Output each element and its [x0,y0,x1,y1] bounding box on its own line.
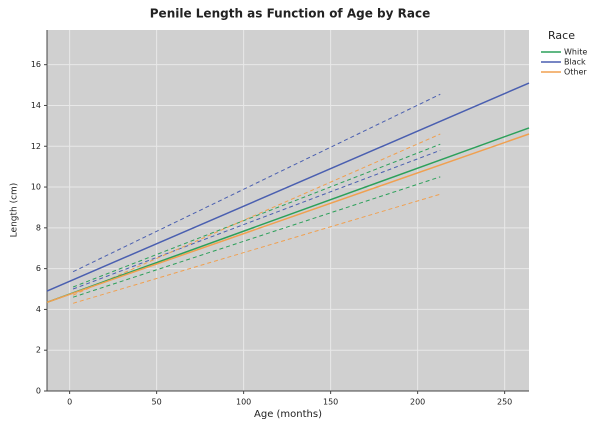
regression-line [46,133,530,303]
x-axis-label: Age (months) [254,409,322,420]
y-tick-label: 8 [36,223,41,232]
y-tick-label: 0 [36,387,41,396]
legend-title: Race [548,29,575,42]
x-tick-label: 50 [152,398,162,407]
x-tick-label: 0 [67,398,72,407]
confidence-band [72,93,441,273]
confidence-band [72,133,441,296]
legend-label: White [564,48,587,57]
y-tick-label: 16 [31,60,41,69]
legend-label: Other [564,68,587,77]
confidence-band [72,149,441,290]
confidence-band [72,143,441,288]
y-tick-label: 2 [36,346,41,355]
confidence-band [72,193,441,304]
plot-area [47,30,529,391]
x-tick-label: 150 [323,398,338,407]
regression-line [46,127,530,303]
x-tick-label: 100 [236,398,251,407]
x-tick-label: 250 [497,398,512,407]
y-tick-label: 10 [31,183,41,192]
chart-title: Penile Length as Function of Age by Race [150,7,430,21]
y-tick-label: 12 [31,142,41,151]
regression-line [46,82,530,292]
x-tick-label: 200 [410,398,425,407]
y-axis-label: Length (cm) [10,183,20,238]
legend-label: Black [564,58,586,67]
y-tick-label: 6 [36,264,41,273]
y-tick-label: 14 [31,101,41,110]
y-tick-label: 4 [36,305,41,314]
confidence-band [72,176,441,298]
